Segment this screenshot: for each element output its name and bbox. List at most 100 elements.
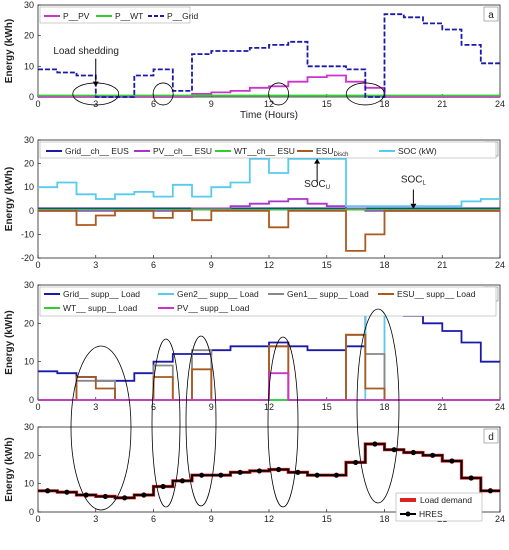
series-point — [314, 472, 320, 478]
legend-label: SOC (kW) — [398, 146, 437, 156]
arrow-head — [410, 203, 417, 209]
x-tick-label: 3 — [93, 260, 98, 270]
x-tick-label: 18 — [379, 260, 389, 270]
y-tick-label: 0 — [29, 507, 34, 517]
y-tick-label: 30 — [24, 422, 34, 432]
series-point — [353, 459, 359, 466]
legend-label: P__Grid — [167, 11, 198, 21]
series-point — [468, 475, 474, 481]
x-tick-label: 12 — [264, 514, 274, 524]
legend-label: HRES — [419, 509, 443, 519]
legend-label: ESU__ supp__ Load — [397, 289, 476, 299]
legend-item: PV__ supp__ Load — [158, 303, 250, 313]
annotation-label: SOCU — [304, 179, 330, 191]
panel-label-box — [483, 428, 499, 444]
x-tick-label: 9 — [209, 514, 214, 524]
x-tick-label: 9 — [209, 260, 214, 270]
y-tick-label: 0 — [29, 206, 34, 216]
x-tick-label: 12 — [264, 99, 274, 109]
y-tick-label: 10 — [24, 182, 34, 192]
series-point — [295, 469, 301, 475]
x-tick-label: 12 — [264, 402, 274, 412]
y-tick-label: 30 — [24, 280, 34, 290]
series-point — [64, 489, 70, 495]
annotation-label: Load shedding — [53, 46, 119, 57]
legend-item: WT__ supp__ Load — [44, 303, 137, 313]
highlight-ellipse — [345, 82, 385, 106]
legend-label: PV__ supp__ Load — [177, 303, 250, 313]
y-tick-label: 20 — [24, 318, 34, 328]
highlight-ellipse — [185, 335, 217, 507]
y-tick-label: 30 — [24, 135, 34, 145]
highlight-ellipse — [151, 338, 181, 508]
panel-label: d — [488, 432, 494, 443]
annotation: SOCU — [304, 179, 330, 191]
series-point — [372, 441, 378, 447]
x-tick-label: 24 — [495, 514, 505, 524]
x-tick-label: 0 — [35, 514, 40, 524]
annotation: Load shedding — [53, 46, 119, 57]
x-tick-label: 21 — [437, 99, 447, 109]
y-axis-label: Energy (kWh) — [4, 167, 15, 231]
x-tick-label: 3 — [93, 99, 98, 109]
y-tick-label: 10 — [24, 61, 34, 71]
x-tick-label: 24 — [495, 402, 505, 412]
x-tick-label: 0 — [35, 260, 40, 270]
x-axis-label: Time (Hours) — [240, 110, 298, 121]
x-tick-label: 24 — [495, 99, 505, 109]
y-tick-label: 30 — [24, 0, 34, 10]
legend-item: P__Grid — [148, 11, 198, 21]
series-line-b-3 — [38, 209, 500, 252]
x-tick-label: 12 — [264, 260, 274, 270]
legend-label: Gen1__ supp__ Load — [287, 289, 369, 299]
x-tick-label: 18 — [379, 514, 389, 524]
x-tick-label: 21 — [437, 402, 447, 412]
y-tick-label: 20 — [24, 31, 34, 41]
legend-label: WT__ch__ ESU — [234, 146, 295, 156]
x-tick-label: 21 — [437, 260, 447, 270]
y-tick-label: 0 — [29, 395, 34, 405]
x-tick-label: 9 — [209, 99, 214, 109]
series-line-a-2 — [38, 13, 500, 98]
legend-item: Grid__ch__ EUS — [46, 146, 129, 156]
legend-item: P__PV — [44, 11, 90, 21]
legend-item: ESU__ supp__ Load — [378, 289, 476, 299]
legend-label: Load demand — [420, 495, 472, 505]
series-point — [83, 492, 89, 498]
series-line-c-0 — [38, 307, 500, 382]
arrow-head — [314, 158, 321, 164]
panel-label-box — [483, 6, 499, 22]
y-axis-label: Energy (kWh) — [4, 437, 15, 501]
legend-item: Gen2__ supp__ Load — [158, 289, 259, 299]
x-tick-label: 15 — [322, 514, 332, 524]
series-point — [410, 449, 416, 456]
series-point — [199, 472, 205, 478]
highlight-ellipse — [70, 345, 132, 511]
x-tick-label: 15 — [322, 99, 332, 109]
series-point — [179, 478, 185, 484]
legend-c: Grid__ supp__ Load Gen2__ supp__ Load Gen1… — [39, 286, 497, 317]
x-tick-label: 15 — [322, 260, 332, 270]
y-tick-label: 10 — [24, 479, 34, 489]
annotation-label: SOCL — [401, 174, 427, 186]
x-tick-label: 15 — [322, 402, 332, 412]
legend-a: P__PV P__WT P__Grid — [39, 6, 198, 24]
series-point — [276, 466, 282, 473]
highlight-ellipse — [152, 82, 174, 106]
series-point — [449, 458, 455, 464]
legend-label: P__PV — [63, 11, 90, 21]
x-tick-label: 6 — [151, 99, 156, 109]
legend-item: Grid__ supp__ Load — [44, 289, 140, 299]
legend-item: P__WT — [96, 11, 143, 21]
series-point — [45, 488, 51, 494]
y-tick-label: 20 — [24, 450, 34, 460]
legend-box — [39, 6, 191, 24]
x-tick-label: 6 — [151, 260, 156, 270]
x-tick-label: 18 — [379, 99, 389, 109]
y-axis-label: Energy (kWh) — [4, 310, 15, 374]
series-point — [160, 483, 166, 490]
